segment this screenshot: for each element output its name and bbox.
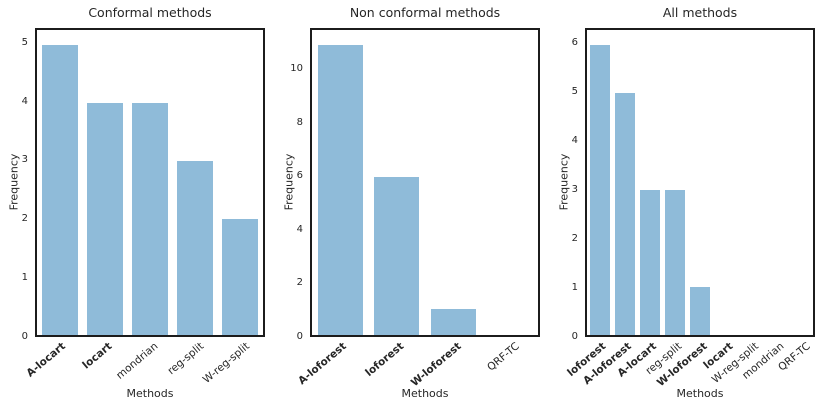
plot-area [35, 28, 265, 337]
bar-slot [738, 30, 763, 335]
y-tick-label: 6 [571, 36, 578, 48]
bar-slot [687, 30, 712, 335]
bar-A-loforest [317, 44, 363, 335]
bar-slot [218, 30, 263, 335]
bar-reg-split [177, 160, 214, 335]
bar-W-reg-split [222, 218, 259, 335]
y-tick-label: 6 [296, 170, 303, 182]
y-tick-label: 3 [21, 154, 28, 166]
plot-area [310, 28, 540, 337]
bar-A-locart [41, 44, 78, 335]
y-axis-label: Frequency [282, 153, 296, 211]
bar-slot [127, 30, 172, 335]
bar-slot [425, 30, 482, 335]
y-tick-label: 5 [571, 85, 578, 97]
y-tick-label: 8 [296, 116, 303, 128]
y-tick-label: 2 [296, 277, 303, 289]
bar-slot [587, 30, 612, 335]
y-tick-label: 0 [296, 331, 303, 342]
bar-slot [312, 30, 369, 335]
bar-slot [612, 30, 637, 335]
x-axis-label: Methods [401, 387, 449, 400]
bar-W-loforest [430, 308, 476, 335]
y-tick-label: 3 [571, 183, 578, 195]
y-tick-label: 4 [296, 223, 303, 235]
x-tick-label: loforest [363, 340, 407, 380]
x-tick-label: A-loforest [296, 340, 349, 388]
y-tick-label: 2 [571, 232, 578, 244]
y-tick-label: 0 [21, 331, 28, 342]
bar-slot [482, 30, 539, 335]
x-tick-label: A-locart [24, 340, 69, 380]
x-axis-label: Methods [676, 387, 724, 400]
y-axis-label: Frequency [7, 153, 21, 211]
y-tick-label: 1 [21, 272, 28, 284]
y-tick-label: 4 [21, 95, 28, 107]
subplot-all-methods: All methods Frequency Methods 0 1 2 3 4 5 6 lof… [550, 0, 830, 415]
bar-loforest [589, 44, 610, 335]
x-tick-label: QRF-TC [484, 340, 522, 374]
bar-A-loforest [614, 92, 635, 335]
x-tick-label: mondrian [113, 340, 161, 382]
bars-container [587, 30, 813, 335]
bar-mondrian [131, 102, 169, 335]
bar-slot [788, 30, 813, 335]
x-axis-label: Methods [126, 387, 174, 400]
plot-area [585, 28, 815, 337]
y-axis-label: Frequency [557, 153, 571, 211]
bar-slot [369, 30, 426, 335]
bar-slot [637, 30, 662, 335]
bar-loforest [374, 176, 420, 335]
y-tick-label: 2 [21, 213, 28, 225]
bar-locart [86, 102, 123, 335]
bar-slot [173, 30, 218, 335]
bars-container [37, 30, 263, 335]
x-tick-label: W-reg-split [200, 340, 253, 386]
x-tick-label: reg-split [165, 340, 207, 378]
bars-container [312, 30, 538, 335]
chart-title: Conformal methods [88, 5, 212, 20]
bar-slot [37, 30, 82, 335]
x-tick-label: locart [80, 340, 115, 372]
y-tick-label: 5 [21, 36, 28, 48]
y-tick-label: 1 [571, 281, 578, 293]
bar-slot [662, 30, 687, 335]
subplot-conformal-methods: Conformal methods Frequency Methods 0 1 2 3… [0, 0, 280, 415]
bar-reg-split [664, 189, 685, 335]
y-tick-label: 0 [571, 331, 578, 342]
bar-slot [763, 30, 788, 335]
y-tick-label: 4 [571, 134, 578, 146]
subplot-non-conformal-methods: Non conformal methods Frequency Methods … [275, 0, 555, 415]
bar-A-locart [639, 189, 660, 335]
bar-slot [82, 30, 127, 335]
x-tick-label: W-loforest [408, 340, 464, 390]
chart-title: Non conformal methods [349, 5, 501, 20]
bar-slot [713, 30, 738, 335]
chart-title: All methods [662, 5, 738, 20]
y-tick-label: 10 [290, 63, 303, 75]
bar-W-loforest [689, 286, 711, 335]
